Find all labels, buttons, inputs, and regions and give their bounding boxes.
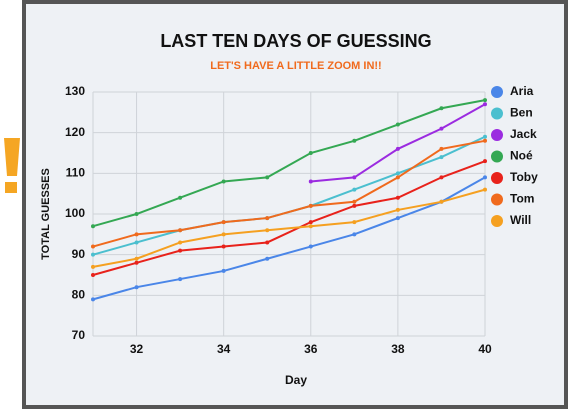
x-tick-label: 36 xyxy=(304,342,318,356)
data-point xyxy=(352,232,357,237)
legend-swatch xyxy=(491,107,503,120)
data-point xyxy=(439,199,444,204)
legend-label: Will xyxy=(510,213,531,227)
data-point xyxy=(91,264,95,269)
data-point xyxy=(134,260,139,265)
data-point xyxy=(352,220,357,225)
legend-label: Noé xyxy=(510,149,533,163)
x-tick-label: 34 xyxy=(217,342,231,356)
data-point xyxy=(395,122,400,127)
data-point xyxy=(395,175,400,180)
data-point xyxy=(91,252,95,257)
data-point xyxy=(395,195,400,200)
data-point xyxy=(352,175,357,180)
data-point xyxy=(221,268,226,273)
y-axis-label: TOTAL GUESSES xyxy=(40,168,52,260)
y-tick-label: 120 xyxy=(65,125,85,139)
legend-swatch xyxy=(491,172,503,184)
y-tick-label: 130 xyxy=(65,84,85,98)
chart-title: LAST TEN DAYS OF GUESSING xyxy=(160,31,431,51)
data-point xyxy=(134,240,139,245)
data-point xyxy=(134,256,139,261)
legend-swatch xyxy=(491,215,503,227)
x-tick-label: 32 xyxy=(130,342,144,356)
legend-label: Tom xyxy=(510,192,534,206)
data-point xyxy=(352,138,357,143)
data-point xyxy=(395,171,400,176)
x-tick-label: 38 xyxy=(391,342,405,356)
legend-label: Toby xyxy=(510,170,538,184)
data-point xyxy=(395,207,400,212)
data-point xyxy=(134,285,139,290)
y-tick-label: 90 xyxy=(72,247,86,261)
data-point xyxy=(439,106,444,111)
data-point xyxy=(483,159,487,164)
chart-frame xyxy=(22,0,568,409)
data-point xyxy=(308,220,313,225)
decoration xyxy=(4,138,20,176)
series-line xyxy=(92,188,486,268)
series-line xyxy=(92,99,486,228)
data-point xyxy=(265,240,270,245)
data-point xyxy=(265,228,270,233)
data-point xyxy=(395,146,400,151)
y-tick-label: 80 xyxy=(72,288,86,302)
data-point xyxy=(439,175,444,180)
data-point xyxy=(178,228,183,233)
data-point xyxy=(308,203,313,208)
data-point xyxy=(134,212,139,216)
data-point xyxy=(308,224,313,229)
data-point xyxy=(265,216,270,221)
series-line xyxy=(92,160,486,276)
data-point xyxy=(178,195,183,200)
series-line xyxy=(92,139,486,248)
data-point xyxy=(439,155,444,160)
data-point xyxy=(178,248,183,253)
x-axis-label: Day xyxy=(285,373,307,387)
data-point xyxy=(221,220,226,225)
data-point xyxy=(91,224,95,229)
data-point xyxy=(178,240,183,245)
data-point xyxy=(178,277,183,282)
series-line xyxy=(92,176,486,301)
chart-subtitle: LET'S HAVE A LITTLE ZOOM IN!! xyxy=(210,60,381,72)
data-point xyxy=(483,134,487,139)
legend-label: Ben xyxy=(510,106,533,120)
data-point xyxy=(483,98,487,103)
legend-swatch xyxy=(491,129,503,141)
data-point xyxy=(221,179,226,184)
data-point xyxy=(91,273,95,277)
data-point xyxy=(91,244,95,249)
data-point xyxy=(483,175,487,180)
data-point xyxy=(483,187,487,192)
data-point xyxy=(395,216,400,221)
data-point xyxy=(439,146,444,151)
data-point xyxy=(91,297,95,302)
data-point xyxy=(221,232,226,237)
decoration xyxy=(5,182,17,193)
data-point xyxy=(221,244,226,249)
data-point xyxy=(483,102,487,107)
y-tick-label: 110 xyxy=(66,166,86,180)
y-tick-label: 70 xyxy=(72,328,86,342)
data-point xyxy=(483,138,487,143)
legend-swatch xyxy=(491,150,503,163)
legend-label: Jack xyxy=(510,127,537,141)
data-point xyxy=(352,203,357,208)
data-point xyxy=(352,187,357,192)
data-point xyxy=(308,151,313,155)
data-point xyxy=(134,232,139,237)
x-tick-label: 40 xyxy=(478,342,492,356)
data-point xyxy=(308,179,313,184)
legend-swatch xyxy=(491,193,503,206)
data-point xyxy=(352,199,357,204)
legend-label: Aria xyxy=(510,84,534,98)
data-point xyxy=(439,126,444,131)
data-point xyxy=(265,256,270,261)
data-point xyxy=(308,244,313,249)
legend-swatch xyxy=(491,86,503,98)
y-tick-label: 100 xyxy=(65,206,85,220)
data-point xyxy=(265,175,270,180)
